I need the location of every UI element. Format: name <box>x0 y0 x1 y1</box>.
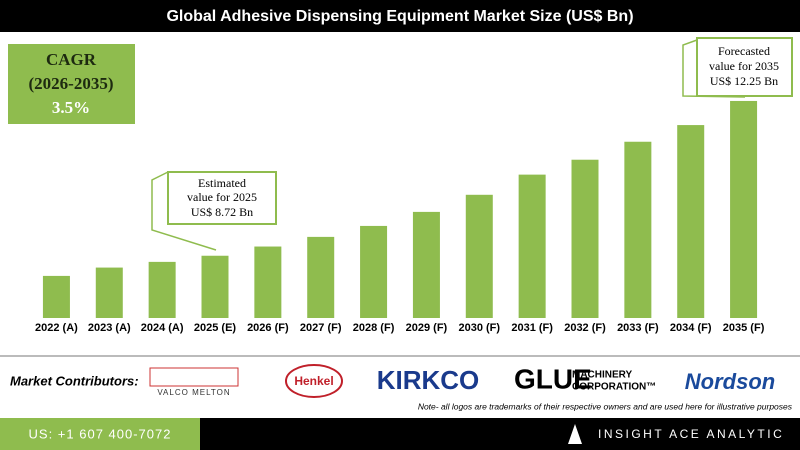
logo: Nordson <box>685 369 775 394</box>
x-tick-label: 2026 (F) <box>247 322 289 334</box>
cagr-box <box>8 44 135 124</box>
bar <box>624 141 652 318</box>
bar <box>518 174 546 318</box>
callout-text: value for 2025 <box>187 190 257 204</box>
x-tick-label: 2024 (A) <box>141 322 184 334</box>
bar <box>730 100 758 318</box>
brand-icon <box>568 424 582 444</box>
callout-connector <box>151 171 217 251</box>
bar <box>677 125 705 318</box>
x-tick-label: 2032 (F) <box>564 322 606 334</box>
bar <box>360 225 388 318</box>
logo-mark <box>285 364 343 398</box>
bar <box>201 255 229 318</box>
logo: VALCO MELTON <box>157 388 230 397</box>
callout-box <box>167 171 277 225</box>
x-tick-label: 2035 (F) <box>723 322 765 334</box>
bar <box>571 159 599 318</box>
note: Note- all logos are trademarks of their … <box>418 401 793 411</box>
callout-text: US$ 12.25 Bn <box>710 74 778 88</box>
callout-box <box>696 37 793 97</box>
x-tick-label: 2029 (F) <box>406 322 448 334</box>
bar <box>42 275 70 318</box>
logo: KIRKCO <box>377 365 480 395</box>
title-bar <box>0 0 800 32</box>
cagr-period: (2026-2035) <box>29 74 114 93</box>
callout-text: Estimated <box>198 176 246 190</box>
callout-text: Forecasted <box>718 44 770 58</box>
x-tick-label: 2022 (A) <box>35 322 78 334</box>
chart-title: Global Adhesive Dispensing Equipment Mar… <box>166 8 633 25</box>
x-tick-label: 2028 (F) <box>353 322 395 334</box>
bar <box>95 267 123 318</box>
cagr-label: CAGR <box>46 50 97 69</box>
cagr-value: 3.5% <box>52 98 90 117</box>
contributors-label: Market Contributors: <box>10 373 139 388</box>
bar <box>465 194 493 318</box>
x-tick-label: 2025 (E) <box>194 322 237 334</box>
x-tick-label: 2023 (A) <box>88 322 131 334</box>
bar <box>307 236 335 318</box>
logo: GLUE <box>514 363 592 394</box>
x-tick-label: 2033 (F) <box>617 322 659 334</box>
bar <box>412 211 440 318</box>
x-tick-label: 2030 (F) <box>458 322 500 334</box>
logo: CORPORATION™ <box>572 382 656 393</box>
logo: Henkel <box>294 374 333 388</box>
brand: INSIGHT ACE ANALYTIC <box>598 427 784 441</box>
callout-text: US$ 8.72 Bn <box>191 205 253 219</box>
footer-contact-box <box>0 418 200 450</box>
phone: US: +1 607 400-7072 <box>29 426 172 441</box>
callout-text: value for 2035 <box>709 59 779 73</box>
x-tick-label: 2031 (F) <box>511 322 553 334</box>
logo-mark <box>149 367 239 387</box>
x-tick-label: 2027 (F) <box>300 322 342 334</box>
bar <box>148 261 176 318</box>
logo: MACHINERY <box>572 370 633 381</box>
bar <box>254 246 282 318</box>
x-tick-label: 2034 (F) <box>670 322 712 334</box>
